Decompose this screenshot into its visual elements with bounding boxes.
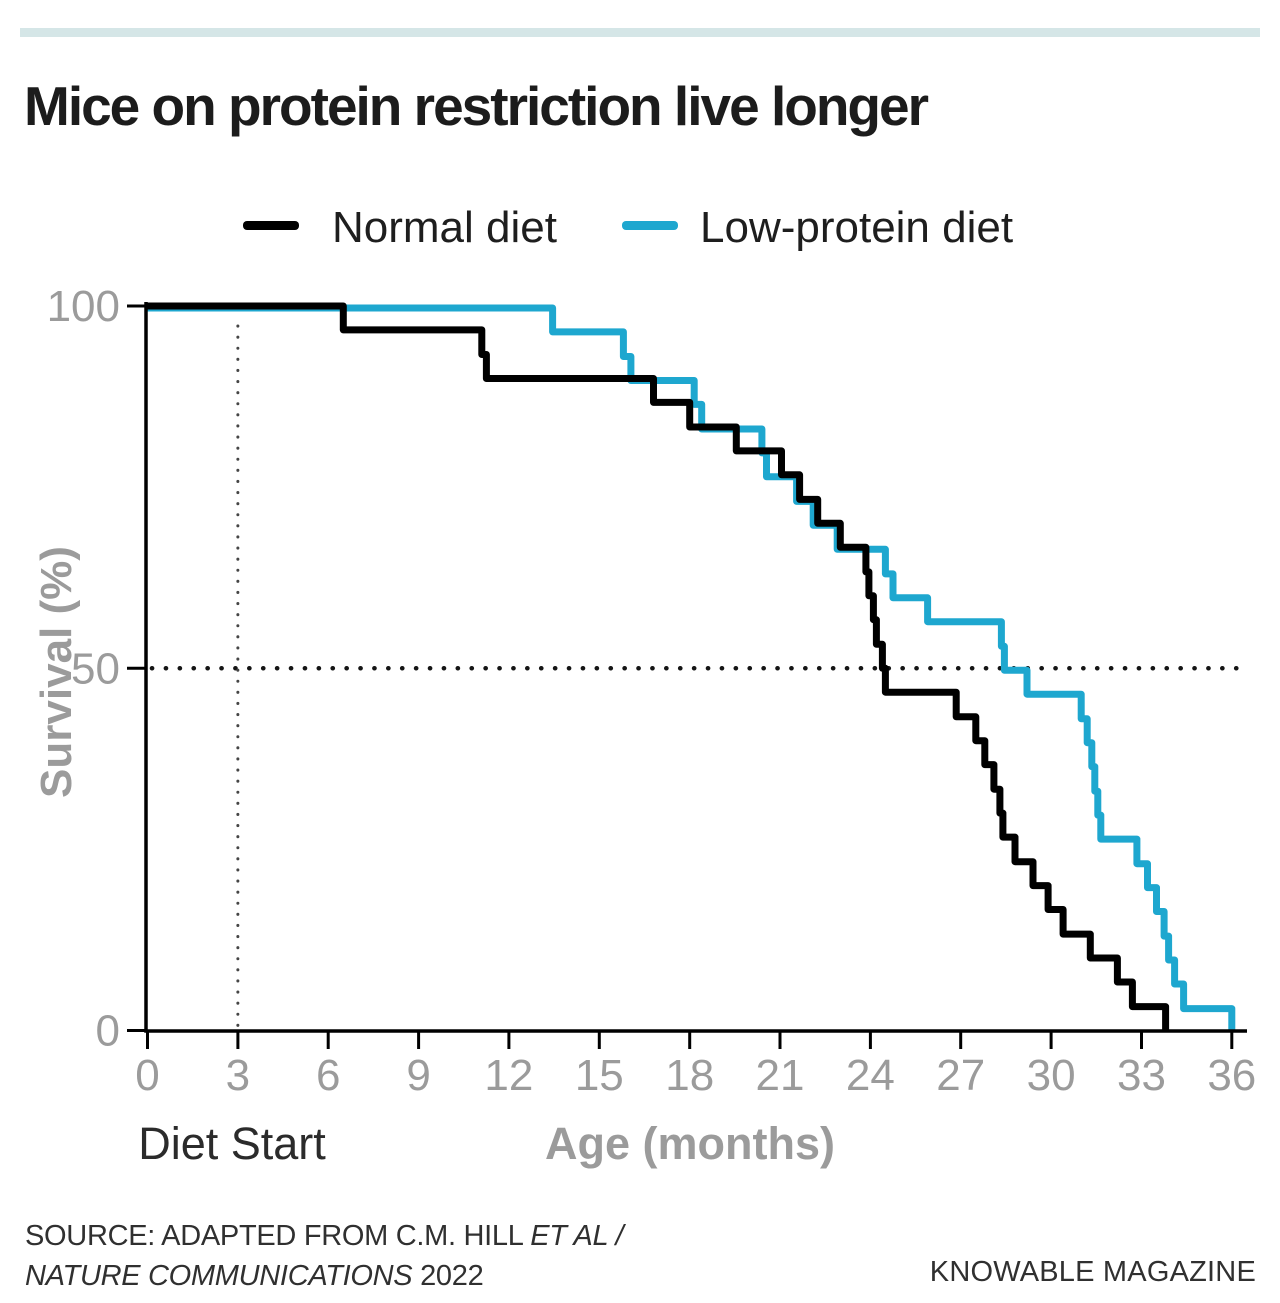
legend-label-low-protein-diet: Low-protein diet [700, 203, 1014, 252]
x-tick-label: 27 [936, 1051, 985, 1100]
reference-lines [149, 324, 1241, 1030]
normal-diet-curve [147, 302, 1170, 1031]
x-tick-label: 21 [756, 1051, 805, 1100]
y-tick-label: 100 [47, 282, 120, 331]
y-tick-labels: 0 50 100 [47, 282, 120, 1056]
x-axis-title: Age (months) [545, 1118, 835, 1169]
x-tick-label: 12 [484, 1051, 533, 1100]
x-tick-label: 0 [135, 1051, 159, 1100]
series-normal-diet-line [147, 302, 1170, 1031]
chart-title: Mice on protein restriction live longer [24, 75, 929, 137]
legend-label-normal-diet: Normal diet [332, 203, 557, 252]
y-tick-label: 0 [96, 1007, 120, 1056]
credit: KNOWABLE MAGAZINE [929, 1256, 1256, 1288]
diet-start-label: Diet Start [138, 1118, 326, 1169]
x-tick-label: 18 [665, 1051, 714, 1100]
x-tick-label: 3 [226, 1051, 250, 1100]
source-note: SOURCE: ADAPTED FROM C.M. HILL ET AL / N… [25, 1216, 624, 1296]
top-accent-bar [20, 28, 1260, 37]
x-tick-label: 24 [846, 1051, 895, 1100]
source-line2: NATURE COMMUNICATIONS 2022 [25, 1260, 484, 1292]
x-tick-label: 30 [1027, 1051, 1076, 1100]
y-tick-label: 50 [71, 644, 120, 693]
x-tick-label: 33 [1117, 1051, 1166, 1100]
x-tick-label: 9 [406, 1051, 430, 1100]
legend-swatch-low-protein-diet [622, 221, 678, 230]
y-axis-title: Survival (%) [32, 546, 81, 798]
x-tick-label: 6 [316, 1051, 340, 1100]
legend-swatch-normal-diet [243, 221, 299, 230]
x-tick-labels: 0 3 6 9 12 15 18 21 24 27 30 33 36 [135, 1051, 1256, 1100]
x-tick-label: 36 [1207, 1051, 1256, 1100]
source-line1: SOURCE: ADAPTED FROM C.M. HILL ET AL / [25, 1220, 624, 1252]
axes [127, 302, 1247, 1049]
x-tick-label: 15 [575, 1051, 624, 1100]
